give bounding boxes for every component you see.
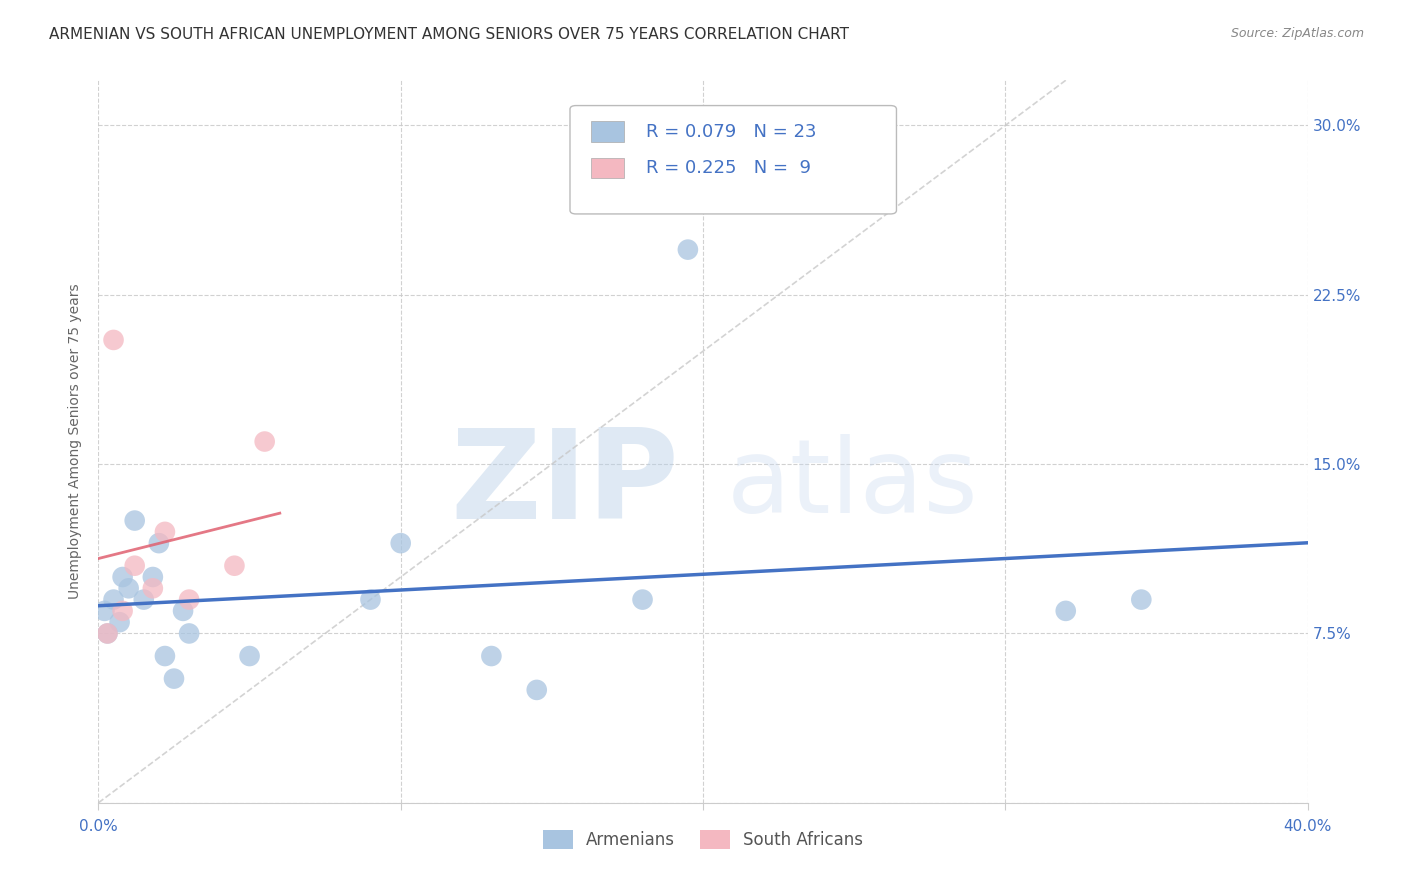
Text: R = 0.079   N = 23: R = 0.079 N = 23 — [647, 122, 817, 141]
Point — [224, 558, 246, 573]
Point — [239, 648, 262, 663]
Text: ARMENIAN VS SOUTH AFRICAN UNEMPLOYMENT AMONG SENIORS OVER 75 YEARS CORRELATION C: ARMENIAN VS SOUTH AFRICAN UNEMPLOYMENT A… — [49, 27, 849, 42]
Text: atlas: atlas — [727, 434, 979, 535]
Point — [360, 592, 382, 607]
Point — [253, 434, 276, 449]
Bar — [591, 121, 624, 142]
Text: 40.0%: 40.0% — [1284, 819, 1331, 834]
Point — [389, 536, 412, 550]
Point — [1130, 592, 1153, 607]
Point — [631, 592, 654, 607]
Legend: Armenians, South Africans: Armenians, South Africans — [536, 823, 870, 856]
Text: ZIP: ZIP — [450, 425, 679, 545]
Point — [142, 570, 165, 584]
Point — [103, 333, 125, 347]
Text: Source: ZipAtlas.com: Source: ZipAtlas.com — [1230, 27, 1364, 40]
Point — [179, 626, 201, 640]
Bar — [591, 158, 624, 178]
Point — [103, 592, 125, 607]
Point — [1054, 604, 1077, 618]
Point — [111, 604, 134, 618]
Point — [132, 592, 155, 607]
Point — [108, 615, 131, 630]
Point — [124, 558, 146, 573]
Point — [118, 582, 141, 596]
FancyBboxPatch shape — [569, 105, 897, 214]
Text: 0.0%: 0.0% — [79, 819, 118, 834]
Y-axis label: Unemployment Among Seniors over 75 years: Unemployment Among Seniors over 75 years — [69, 284, 83, 599]
Point — [676, 243, 699, 257]
Point — [124, 514, 146, 528]
Point — [96, 626, 118, 640]
Point — [179, 592, 201, 607]
Point — [96, 626, 118, 640]
Text: R = 0.225   N =  9: R = 0.225 N = 9 — [647, 159, 811, 177]
Point — [111, 570, 134, 584]
Point — [93, 604, 115, 618]
Point — [153, 524, 176, 539]
Point — [153, 648, 176, 663]
Point — [526, 682, 548, 697]
Point — [172, 604, 194, 618]
Point — [148, 536, 170, 550]
Point — [163, 672, 186, 686]
Point — [142, 582, 165, 596]
Point — [481, 648, 503, 663]
